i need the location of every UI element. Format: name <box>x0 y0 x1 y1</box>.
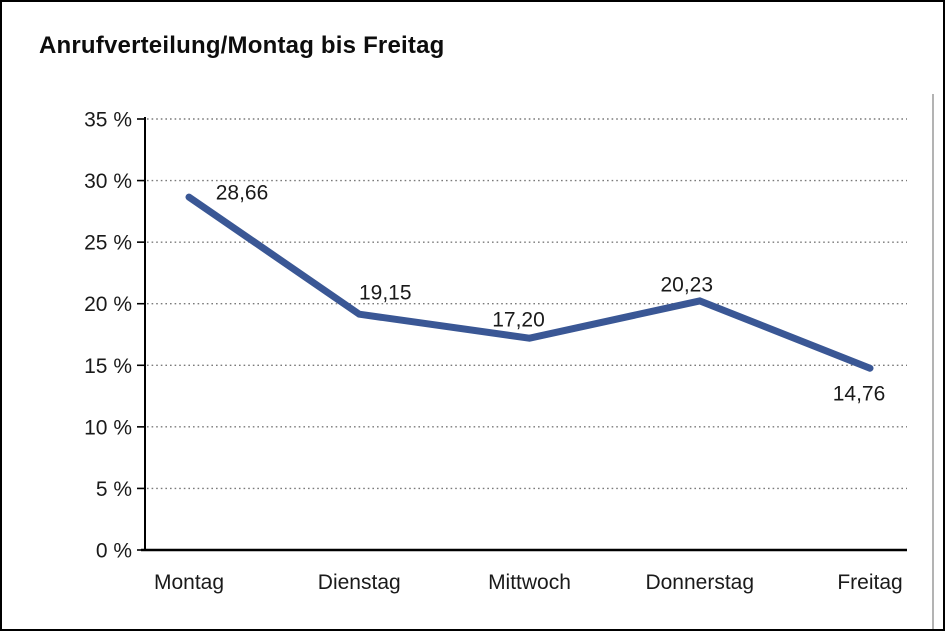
x-axis-label: Dienstag <box>318 571 401 594</box>
y-axis-label: 5 % <box>96 478 132 501</box>
y-axis-label: 30 % <box>84 170 132 193</box>
x-axis-label: Donnerstag <box>645 571 754 594</box>
x-axis-label: Montag <box>154 571 224 594</box>
y-axis-label: 10 % <box>84 416 132 439</box>
data-point-label: 14,76 <box>833 383 886 406</box>
x-axis-label: Mittwoch <box>488 571 571 594</box>
x-axis-label: Freitag <box>837 571 902 594</box>
y-axis-label: 0 % <box>96 540 132 563</box>
y-axis-label: 35 % <box>84 109 132 132</box>
y-axis-label: 25 % <box>84 232 132 255</box>
chart-title: Anrufverteilung/Montag bis Freitag <box>39 32 445 59</box>
data-point-label: 19,15 <box>359 282 412 305</box>
data-line <box>185 193 874 372</box>
data-point-label: 28,66 <box>216 182 269 205</box>
y-axis-label: 20 % <box>84 293 132 316</box>
data-point-label: 20,23 <box>660 273 713 296</box>
y-axis-label: 15 % <box>84 355 132 378</box>
data-point-label: 17,20 <box>492 309 545 332</box>
